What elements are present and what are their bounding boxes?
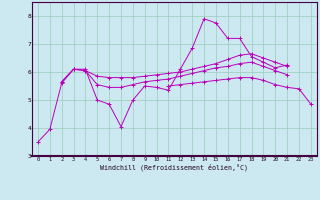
X-axis label: Windchill (Refroidissement éolien,°C): Windchill (Refroidissement éolien,°C): [100, 163, 248, 171]
